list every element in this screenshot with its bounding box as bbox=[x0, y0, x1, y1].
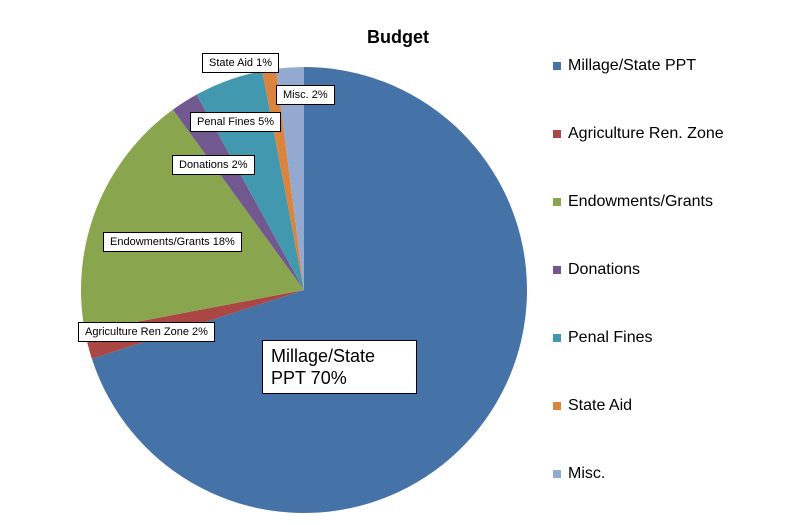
pie-slice bbox=[276, 67, 304, 290]
legend-label: Penal Fines bbox=[568, 329, 653, 346]
legend-swatch bbox=[553, 334, 561, 342]
legend-label: Agriculture Ren. Zone bbox=[568, 125, 724, 142]
data-label: Donations 2% bbox=[172, 155, 255, 175]
legend-label: Endowments/Grants bbox=[568, 193, 713, 210]
data-label: Agriculture Ren Zone 2% bbox=[78, 322, 215, 342]
legend-swatch bbox=[553, 266, 561, 274]
legend-swatch bbox=[553, 62, 561, 70]
pie-slice bbox=[172, 94, 304, 290]
data-label: Millage/State PPT 70% bbox=[262, 340, 417, 394]
data-label: Penal Fines 5% bbox=[190, 112, 282, 132]
legend-swatch bbox=[553, 130, 561, 138]
legend-label: State Aid bbox=[568, 397, 632, 414]
legend-label: Millage/State PPT bbox=[568, 57, 696, 74]
data-label: Misc. 2% bbox=[276, 85, 335, 105]
legend-label: Misc. bbox=[568, 465, 605, 482]
pie-slice bbox=[80, 109, 304, 332]
chart-title: Budget bbox=[367, 27, 429, 47]
legend-swatch bbox=[553, 402, 561, 410]
data-label: State Aid 1% bbox=[202, 53, 279, 73]
data-label: Endowments/Grants 18% bbox=[103, 232, 242, 252]
legend-swatch bbox=[553, 470, 561, 478]
legend-label: Donations bbox=[568, 261, 640, 278]
legend-swatch bbox=[553, 198, 561, 206]
pie-slice bbox=[91, 67, 527, 513]
